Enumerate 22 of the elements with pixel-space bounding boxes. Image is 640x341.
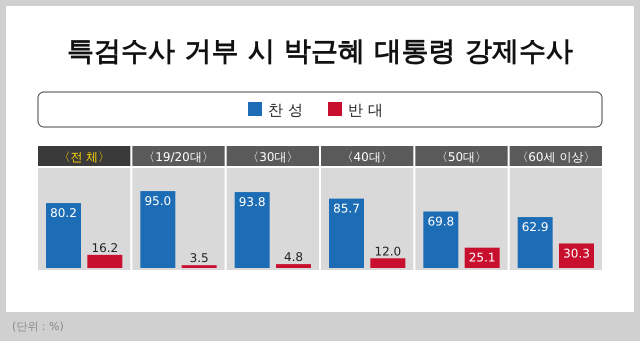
data-label: 16.2 [91, 240, 118, 255]
annotation: (단위 : %) [12, 320, 64, 333]
data-label: 4.8 [284, 250, 304, 264]
x-tick-label: 〈19/20대〉 [143, 150, 214, 164]
data-label: 62.9 [522, 220, 549, 234]
x-tick-label: 〈30대〉 [247, 150, 298, 164]
data-label: 85.7 [333, 202, 360, 216]
data-label: 69.8 [427, 214, 454, 228]
legend-label: 찬 성 [268, 101, 303, 119]
x-tick-label: 〈전 체〉 [58, 150, 110, 164]
x-tick-label: 〈50대〉 [436, 150, 488, 164]
data-label: 25.1 [468, 250, 496, 265]
legend-label: 반 대 [348, 101, 383, 119]
title: 특검수사 거부 시 박근혜 대통령 강제수사 [67, 36, 573, 67]
x-tick-label: 〈40대〉 [342, 150, 393, 164]
data-label: 12.0 [374, 244, 402, 258]
data-label: 80.2 [50, 206, 77, 220]
data-label: 93.8 [238, 195, 266, 210]
data-label: 95.0 [144, 194, 172, 208]
x-tick-label: 〈60세 이상〉 [516, 150, 596, 164]
data-label: 3.5 [190, 251, 209, 266]
data-label: 30.3 [563, 246, 590, 260]
